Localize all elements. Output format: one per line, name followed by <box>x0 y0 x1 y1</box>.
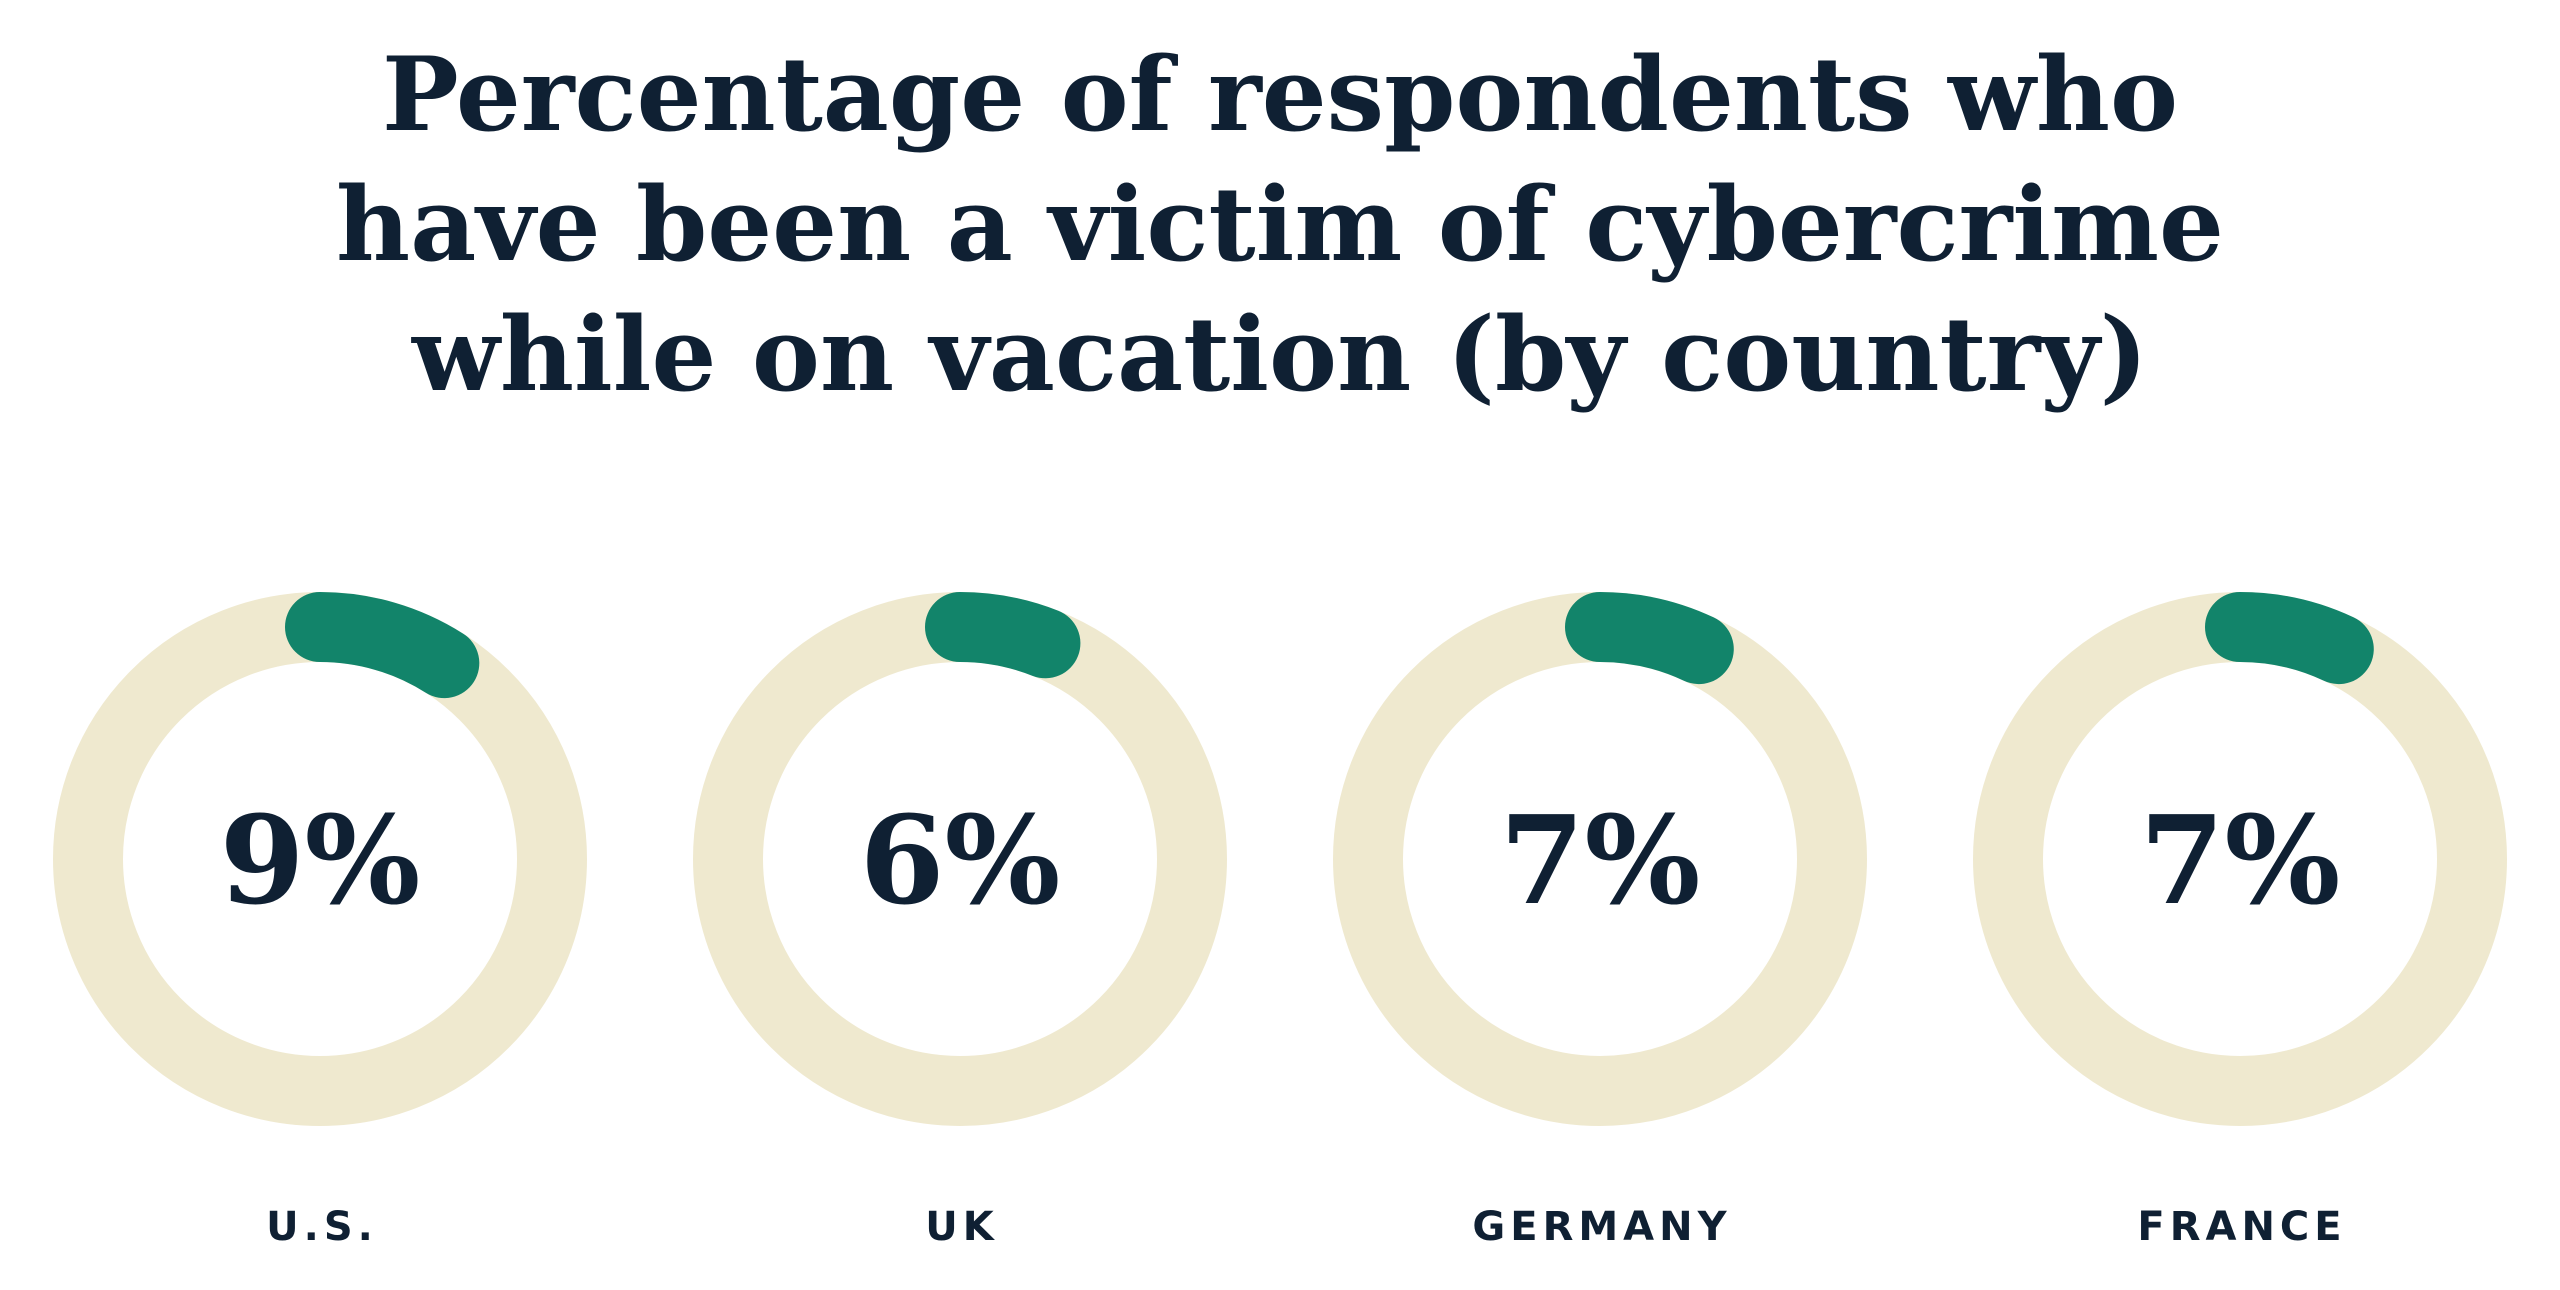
percent-label-germany: 7% <box>1500 788 1701 932</box>
title-line-3: while on vacation (by country) <box>412 295 2148 415</box>
title-line-2: have been a victim of cybercrime <box>336 165 2224 285</box>
country-label-us: U.S. <box>266 1204 378 1250</box>
country-label-france: FRANCE <box>2137 1204 2346 1250</box>
percent-label-france: 7% <box>2140 788 2341 932</box>
percent-label-uk: 6% <box>860 788 1061 932</box>
percent-label-us: 9% <box>220 788 421 932</box>
country-label-germany: GERMANY <box>1472 1204 1731 1250</box>
donut-arc-us <box>285 592 480 699</box>
donut-arc-france <box>2205 592 2374 685</box>
country-label-uk: UK <box>925 1204 998 1250</box>
donut-arc-uk <box>925 592 1081 679</box>
title-line-1: Percentage of respondents who <box>381 35 2179 155</box>
donut-arc-germany <box>1565 592 1734 685</box>
chart-title: Percentage of respondents who have been … <box>0 30 2560 420</box>
